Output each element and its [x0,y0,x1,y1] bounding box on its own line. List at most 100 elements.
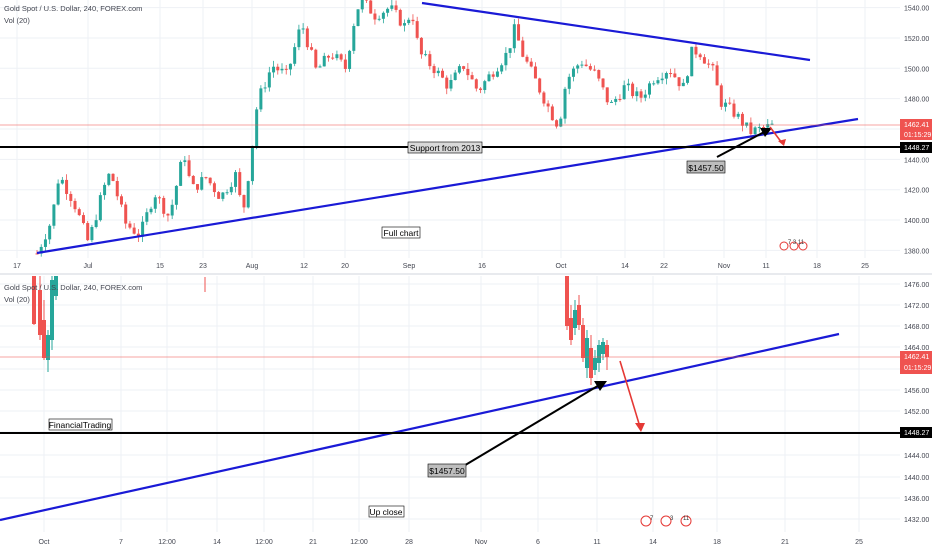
top-candle-body [255,109,259,146]
top-candle-body [664,73,668,79]
top-candle-body [305,28,309,48]
top-candle-body [348,50,352,69]
bottom-x-tick-label: 18 [713,539,721,546]
bottom-price-axis[interactable]: 1476.001472.001468.001464.001460.001456.… [904,282,929,524]
top-last-price-text: 1462.41 [904,122,929,129]
top-candle-body [550,106,554,121]
top-resistance-trendline[interactable] [421,1,811,62]
top-candle-body [681,82,685,87]
bottom-time-axis[interactable]: Oct 7 12:00 14 12:00 21 12:00 28 Nov 6 11 14 18 21 25 [39,539,863,546]
top-x-tick-label: 20 [341,263,349,270]
top-candle-body [491,74,495,77]
bottom-x-tick-label: 12:00 [158,539,176,546]
top-candle-body [77,209,81,216]
bottom-event-badge-2[interactable]: 3 [660,515,674,527]
top-candle-body [753,127,757,135]
bottom-x-tick-label: 21 [781,539,789,546]
top-x-tick-label: Nov [718,263,731,270]
bottom-up-close-annotation[interactable]: Up close [368,505,405,518]
top-candle-body [43,239,47,247]
top-y-tick-label: 1400.00 [904,218,929,225]
top-full-chart-annotation[interactable]: Full chart [381,226,421,239]
top-candle-body [749,122,753,135]
top-candle-body [563,88,567,119]
top-candle-body [390,5,394,9]
top-candle-body [419,37,423,55]
top-candle-body [479,88,483,90]
top-candle-body [512,24,516,49]
top-candle-body [386,8,390,13]
top-price-annotation[interactable]: $1457.50 [686,160,726,174]
top-candle-body [141,221,145,237]
top-candle-body [331,57,335,59]
top-candle-body [246,181,250,208]
top-time-axis[interactable]: 17 Jul 15 23 Aug 12 20 Sep 16 Oct 14 22 Nov 11 18 25 [13,263,869,270]
top-event-badge-text: 7 3 11 [788,240,805,246]
top-candle-body [352,26,356,51]
top-candle-body [225,192,229,194]
top-countdown-text: 01:15:29 [904,132,931,139]
bottom-event-badge-3[interactable]: 11 [680,515,692,527]
top-support-trendline[interactable] [36,117,859,255]
bottom-x-tick-label: 6 [536,539,540,546]
top-support-annotation[interactable]: Support from 2013 [407,141,483,154]
top-y-tick-label: 1440.00 [904,157,929,164]
top-x-tick-label: 14 [621,263,629,270]
top-candle-body [115,180,119,197]
top-candle-body [643,94,647,98]
top-candle-body [94,220,98,227]
top-candle-body [517,24,521,41]
top-candle-body [757,126,761,128]
top-candle-body [56,183,60,205]
top-candle-body [495,71,499,77]
top-candle-body [432,66,436,74]
top-candle-body [69,193,73,201]
top-x-tick-label: Jul [84,263,93,270]
top-candle-body [314,49,318,68]
bottom-x-tick-label: 14 [213,539,221,546]
top-x-tick-label: 18 [813,263,821,270]
top-x-tick-label: 15 [156,263,164,270]
top-last-price-label: 1462.41 01:15:29 [900,119,932,140]
top-chart[interactable]: Support from 2013 $1457.50 Full chart 7 … [0,0,932,270]
top-candle-body [525,56,529,62]
top-candle-body [107,173,111,185]
top-candle-body [276,66,280,71]
top-candle-body [60,179,64,184]
top-candle-body [660,78,664,81]
bottom-y-tick-label: 1440.00 [904,475,929,482]
top-candle-body [576,65,580,69]
bottom-support-trendline[interactable] [0,332,840,522]
bottom-price-annotation[interactable]: $1457.50 [427,463,467,478]
top-candle-body [483,81,487,90]
top-candle-body [136,233,140,237]
top-support-annotation-text: Support from 2013 [410,143,481,153]
bottom-last-price-text: 1462.41 [904,354,929,361]
bottom-black-arrowhead [594,381,607,391]
top-candle-body [369,0,373,14]
bottom-candles-left [32,276,206,372]
top-candle-body [686,76,690,83]
top-y-tick-label: 1480.00 [904,97,929,104]
top-candle-body [745,122,749,126]
top-candle-body [521,40,525,57]
top-candle-body [559,118,563,127]
top-event-badge[interactable]: 7 3 11 [779,240,808,251]
top-x-tick-label: Aug [246,263,259,270]
top-candle-body [508,48,512,53]
top-candle-body [500,65,504,72]
top-candle-body [322,55,326,67]
bottom-event-badge-1[interactable]: 7 [640,515,654,527]
top-candle-body [356,9,360,27]
top-candle-body [398,9,402,26]
top-candle-body [39,246,43,254]
bottom-y-tick-label: 1464.00 [904,345,929,352]
bottom-chart[interactable]: FinancialTrading $1457.50 Up close 7 3 1… [0,276,932,546]
top-x-tick-label: Oct [556,263,567,270]
bottom-brand-annotation[interactable]: FinancialTrading [48,418,113,431]
top-candle-body [648,83,651,95]
top-candle-body [622,85,626,100]
top-x-tick-label: 25 [861,263,869,270]
top-candle-body [229,186,233,193]
